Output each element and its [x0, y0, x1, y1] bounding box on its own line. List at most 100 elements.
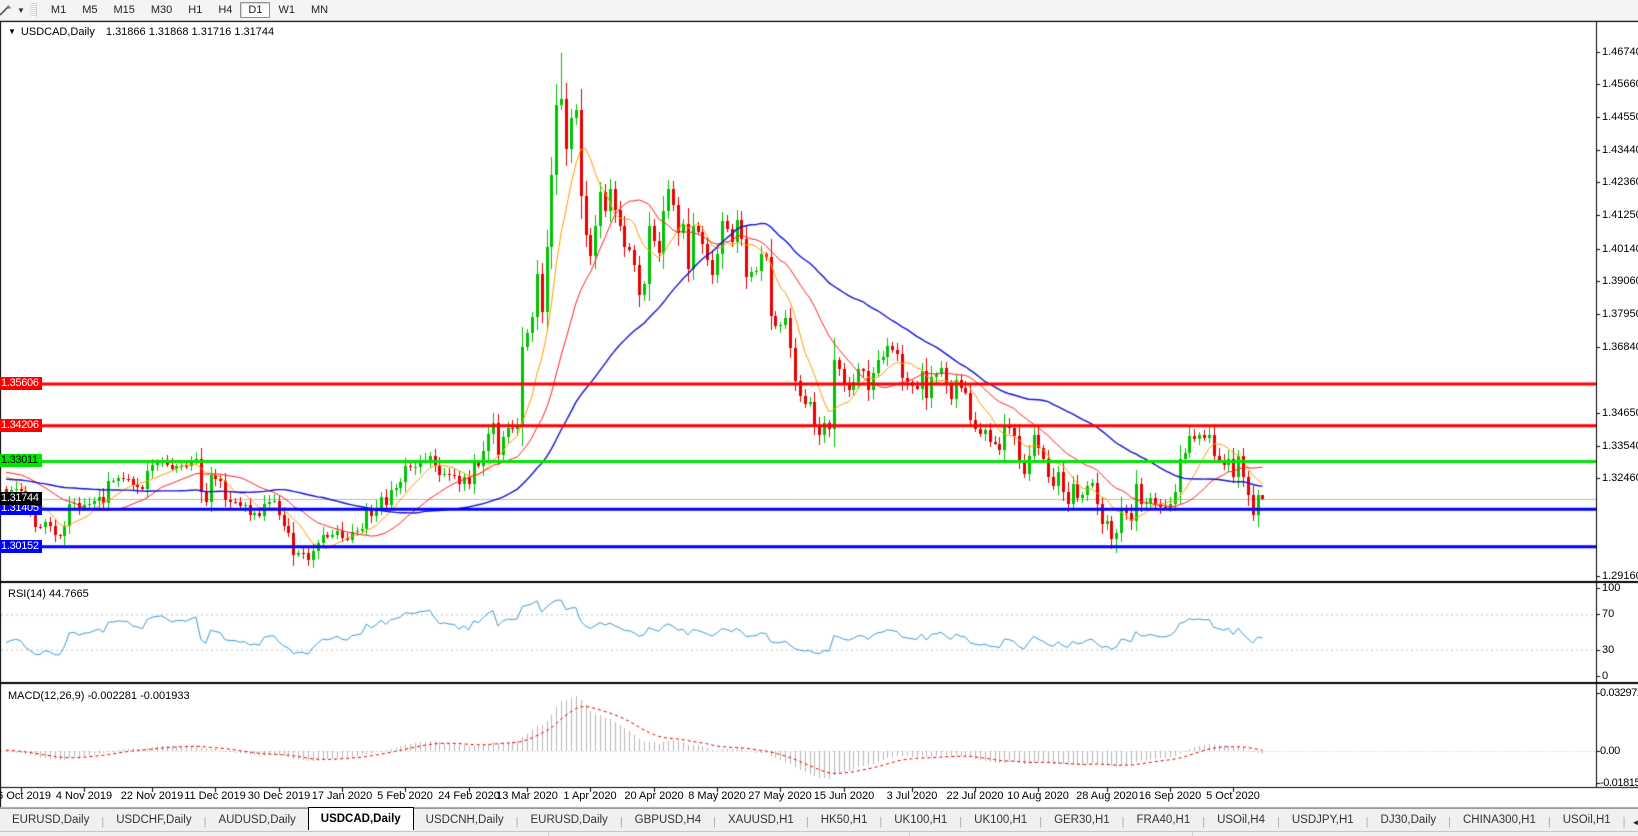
timeframe-button-m15[interactable]: M15 [113, 3, 135, 16]
date-axis-label: 5 Feb 2020 [377, 790, 433, 802]
drawing-tool-caret-icon[interactable]: ▼ [17, 5, 25, 15]
tab-separator: | [1039, 816, 1043, 828]
price-level-badge: 1.33011 [0, 454, 42, 467]
symbol-tab-xauusd-h1[interactable]: XAUUSD,H1 [728, 814, 794, 826]
timeframe-toolbar: ▼ M1 M5 M15 M30 H1 H4 D1 W1 MN [0, 0, 1638, 21]
tab-separator: | [515, 816, 519, 828]
collapse-triangle-icon[interactable]: ▼ [8, 27, 16, 36]
date-axis-label: 15 Jun 2020 [813, 790, 875, 802]
tab-separator: | [619, 816, 623, 828]
price-axis-tick: 1.41250 [1602, 209, 1638, 221]
current-price-badge: 1.31744 [0, 492, 42, 505]
date-axis-label: 24 Feb 2020 [438, 790, 500, 802]
status-cell [549, 832, 910, 836]
timeframe-button-m30[interactable]: M30 [150, 3, 173, 16]
timeframe-button-mn[interactable]: MN [310, 3, 329, 16]
macd-axis-tick: 0.00 [1600, 745, 1620, 757]
tab-separator: | [713, 816, 716, 828]
timeframe-button-m5[interactable]: M5 [82, 3, 98, 16]
symbol-tab-gbpusd-h4[interactable]: GBPUSD,H4 [634, 814, 702, 826]
symbol-tab-usoil-h1[interactable]: USOil,H1 [1562, 814, 1611, 826]
price-level-badge: 1.31405 [0, 502, 42, 515]
symbol-tab-eurusd-daily[interactable]: EURUSD,Daily [530, 814, 608, 826]
tab-separator: | [805, 816, 809, 828]
date-axis-label: 16 Oct 2019 [0, 790, 51, 802]
tab-separator: | [1365, 816, 1369, 828]
timeframe-button-m1[interactable]: M1 [50, 3, 67, 16]
status-cell [910, 832, 1193, 836]
price-axis-tick: 1.46740 [1602, 46, 1638, 58]
symbol-tab-ger30-h1[interactable]: GER30,H1 [1054, 814, 1110, 826]
date-axis-label: 22 Nov 2019 [120, 790, 184, 802]
symbol-tab-hk50-h1[interactable]: HK50,H1 [820, 814, 868, 826]
symbol-tab-uk100-h1[interactable]: UK100,H1 [974, 814, 1028, 826]
symbol-tab-usdchf-daily[interactable]: USDCHF,Daily [116, 814, 192, 826]
timeframe-button-d1[interactable]: D1 [240, 1, 271, 18]
date-axis-label: 13 Mar 2020 [496, 790, 558, 802]
date-axis-label: 30 Dec 2019 [247, 790, 311, 802]
date-axis-label: 11 Dec 2019 [184, 790, 246, 802]
rsi-axis-tick: 70 [1602, 608, 1615, 620]
ohlc-quote-values: 1.31866 1.31868 1.31716 1.31744 [105, 26, 275, 38]
price-axis-tick: 1.39060 [1602, 275, 1638, 287]
macd-indicator-label: MACD(12,26,9) -0.002281 -0.001933 [8, 690, 190, 702]
drawing-tool-icon[interactable] [0, 2, 14, 18]
rsi-axis-tick: 30 [1602, 644, 1615, 656]
symbol-tab-usoil-h4[interactable]: USOil,H4 [1217, 814, 1266, 826]
price-axis-tick: 1.44550 [1602, 111, 1638, 123]
date-axis-label: 5 Oct 2020 [1206, 790, 1260, 802]
symbol-tab-audusd-daily[interactable]: AUDUSD,Daily [218, 814, 296, 826]
macd-axis-tick: 0.032972 [1600, 687, 1638, 699]
date-axis-label: 10 Aug 2020 [1007, 790, 1069, 802]
symbol-tab-usdcnh-daily[interactable]: USDCNH,Daily [425, 814, 504, 826]
price-axis-tick: 1.33540 [1602, 440, 1638, 452]
symbol-tab-eurusd-daily[interactable]: EURUSD,Daily [12, 814, 90, 826]
tab-separator: | [203, 816, 207, 828]
date-axis-label: 20 Apr 2020 [624, 790, 684, 802]
symbol-tab-uk100-h1[interactable]: UK100,H1 [894, 814, 948, 826]
date-axis-label: 27 May 2020 [748, 790, 812, 802]
status-bar [0, 831, 1638, 836]
symbol-tab-dj30-daily[interactable]: DJ30,Daily [1380, 814, 1437, 826]
timeframe-button-w1[interactable]: W1 [278, 3, 295, 16]
price-axis-tick: 1.29160 [1602, 570, 1638, 582]
price-axis-tick: 1.43440 [1602, 144, 1638, 156]
chart-title: ▼ USDCAD,Daily 1.31866 1.31868 1.31716 1.3… [8, 26, 274, 38]
rsi-axis-tick: 100 [1602, 582, 1621, 594]
symbol-tab-fra40-h1[interactable]: FRA40,H1 [1136, 814, 1191, 826]
date-axis-label: 22 Jul 2020 [946, 790, 1004, 802]
price-axis-tick: 1.45660 [1602, 78, 1638, 90]
timeframe-button-h1[interactable]: H1 [188, 3, 203, 16]
price-axis-tick: 1.36840 [1602, 341, 1638, 353]
toolbar-grip-handle[interactable] [29, 3, 37, 17]
symbol-tab-bar: EURUSD,Daily | USDCHF,Daily | AUDUSD,Daily US… [0, 807, 1638, 831]
date-axis-label: 4 Nov 2019 [55, 790, 113, 802]
status-cell [0, 832, 549, 836]
date-axis-label: 1 Apr 2020 [563, 790, 617, 802]
date-axis-label: 17 Jan 2020 [311, 790, 373, 802]
tab-scroll-left-icon[interactable]: ◄ [1631, 818, 1638, 827]
symbol-tab-china300-h1[interactable]: CHINA300,H1 [1463, 814, 1536, 826]
rsi-indicator-label: RSI(14) 44.7665 [8, 588, 89, 600]
price-axis-tick: 1.34650 [1602, 407, 1638, 419]
tab-separator: | [879, 816, 883, 828]
price-axis-tick: 1.40140 [1602, 243, 1638, 255]
tab-separator: | [1277, 816, 1280, 828]
tab-separator: | [1448, 816, 1451, 828]
symbol-tab-usdcad-daily[interactable]: USDCAD,Daily [307, 807, 414, 830]
tab-separator: | [1622, 816, 1626, 828]
timeframe-button-h4[interactable]: H4 [218, 3, 233, 16]
price-axis-tick: 1.37950 [1602, 308, 1638, 320]
tab-separator: | [1202, 816, 1206, 828]
date-axis-label: 16 Sep 2020 [1138, 790, 1202, 802]
date-axis-label: 8 May 2020 [688, 790, 746, 802]
price-level-badge: 1.30152 [0, 540, 42, 553]
tab-separator: | [101, 816, 105, 828]
date-axis-label: 3 Jul 2020 [886, 790, 938, 802]
date-axis-label: 28 Aug 2020 [1076, 790, 1138, 802]
symbol-tab-usdjpy-h1[interactable]: USDJPY,H1 [1291, 814, 1354, 826]
tab-separator: | [959, 816, 963, 828]
timeframe-buttons: M1 M5 M15 M30 H1 H4 D1 W1 MN [43, 1, 336, 18]
